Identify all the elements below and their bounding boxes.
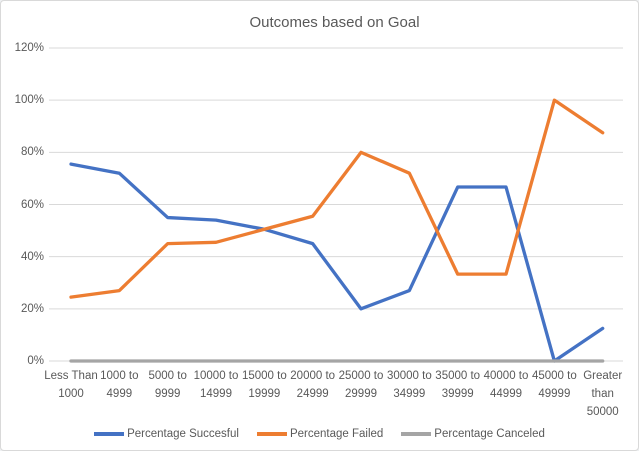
x-category-label-line: 9999 [154, 388, 181, 400]
x-category-label-line: 49999 [538, 388, 571, 400]
x-category-label-line: 20000 to [290, 370, 336, 382]
y-tick-label: 120% [14, 42, 44, 54]
x-category-label-line: 44999 [490, 388, 522, 400]
legend: Percentage Succesful Percentage Failed Per… [1, 422, 638, 446]
x-category-label-line: 14999 [200, 388, 232, 400]
x-category-label-line: 30000 to [386, 370, 432, 382]
x-category-label: 15000 to 19999 [231, 367, 297, 403]
x-category-label-line: 15000 to [241, 370, 287, 382]
x-category-label-line: Less Than [44, 370, 98, 382]
x-category-label: 40000 to 44999 [473, 367, 539, 403]
x-category-label: Greater than 50000 [570, 367, 636, 421]
legend-line-marker [401, 432, 432, 436]
x-category-label-line: Greater [583, 370, 623, 382]
x-category-label-line: than [591, 388, 614, 400]
x-category-label-line: 29999 [345, 388, 377, 400]
legend-item: Percentage Succesful [94, 428, 239, 440]
y-tick-label: 100% [14, 94, 44, 107]
x-category-label: 20000 to 24999 [280, 367, 346, 403]
x-category-label: 1000 to 4999 [86, 367, 152, 403]
x-category-label-line: 24999 [296, 388, 329, 400]
x-category-label-line: 1000 [58, 388, 84, 400]
x-category-label-line: 35000 to [435, 370, 481, 382]
legend-item: Percentage Canceled [401, 428, 545, 440]
x-category-label: 5000 to 9999 [135, 367, 201, 403]
x-category-label: 35000 to 39999 [425, 367, 491, 403]
x-category-label-line: 50000 [586, 406, 619, 418]
x-category-label-line: 4999 [106, 388, 133, 400]
chart-title: Outcomes based on Goal [249, 14, 420, 31]
y-tick-label: 60% [20, 198, 44, 211]
x-category-label-line: 34999 [393, 388, 426, 400]
series-line [69, 98, 605, 299]
legend-label: Percentage Canceled [434, 428, 545, 440]
x-category-label-line: 10000 to [193, 370, 239, 382]
x-category-label: Less Than 1000 [38, 367, 104, 403]
x-category-label: 45000 to 49999 [521, 367, 587, 403]
y-tick-label: 40% [20, 250, 44, 263]
x-category-label: 30000 to 34999 [376, 367, 442, 403]
legend-label: Percentage Failed [289, 428, 384, 440]
x-category-label-line: 5000 to [148, 370, 187, 382]
x-category-label-line: 40000 to [483, 370, 529, 382]
legend-label: Percentage Succesful [127, 428, 239, 440]
y-tick-label: 80% [20, 146, 44, 159]
x-category-label: 10000 to 14999 [183, 367, 249, 403]
legend-item: Percentage Failed [256, 428, 384, 440]
x-category-label: 25000 to 29999 [328, 367, 394, 403]
y-tick-label: 20% [20, 302, 44, 315]
x-category-label-line: 45000 to [531, 370, 577, 382]
x-category-label-line: 25000 to [338, 370, 384, 382]
x-category-label-line: 39999 [441, 388, 474, 400]
x-category-label-line: 1000 to [100, 370, 139, 382]
series-line [69, 162, 605, 363]
y-tick-label: 0% [27, 355, 44, 367]
x-category-label-line: 19999 [248, 388, 281, 400]
legend-line-marker [256, 432, 287, 436]
legend-line-marker [94, 432, 125, 436]
